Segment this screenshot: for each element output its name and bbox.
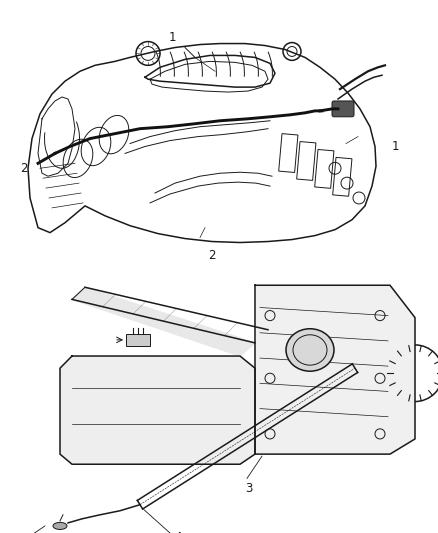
Polygon shape — [60, 356, 255, 464]
Bar — [126, 334, 150, 346]
FancyBboxPatch shape — [332, 101, 354, 117]
Bar — [279, 134, 298, 173]
Text: 2: 2 — [20, 162, 28, 175]
Text: 3: 3 — [245, 482, 253, 495]
Text: 1: 1 — [392, 140, 399, 153]
Polygon shape — [255, 285, 415, 454]
Bar — [297, 142, 316, 180]
Polygon shape — [72, 287, 255, 356]
Bar — [333, 157, 352, 196]
Text: 4: 4 — [174, 530, 182, 533]
Ellipse shape — [286, 329, 334, 371]
Text: 1: 1 — [168, 31, 176, 44]
Bar — [314, 149, 334, 188]
Ellipse shape — [53, 522, 67, 529]
Text: 2: 2 — [208, 249, 216, 262]
